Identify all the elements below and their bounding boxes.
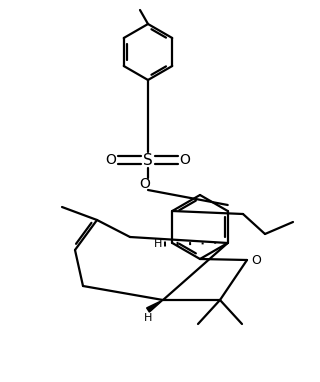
Text: H: H xyxy=(154,239,162,249)
Text: S: S xyxy=(143,152,153,167)
Text: O: O xyxy=(251,254,261,267)
Text: O: O xyxy=(180,153,190,167)
Polygon shape xyxy=(147,300,163,312)
Text: H: H xyxy=(144,313,152,323)
Text: O: O xyxy=(106,153,116,167)
Text: O: O xyxy=(140,177,150,191)
